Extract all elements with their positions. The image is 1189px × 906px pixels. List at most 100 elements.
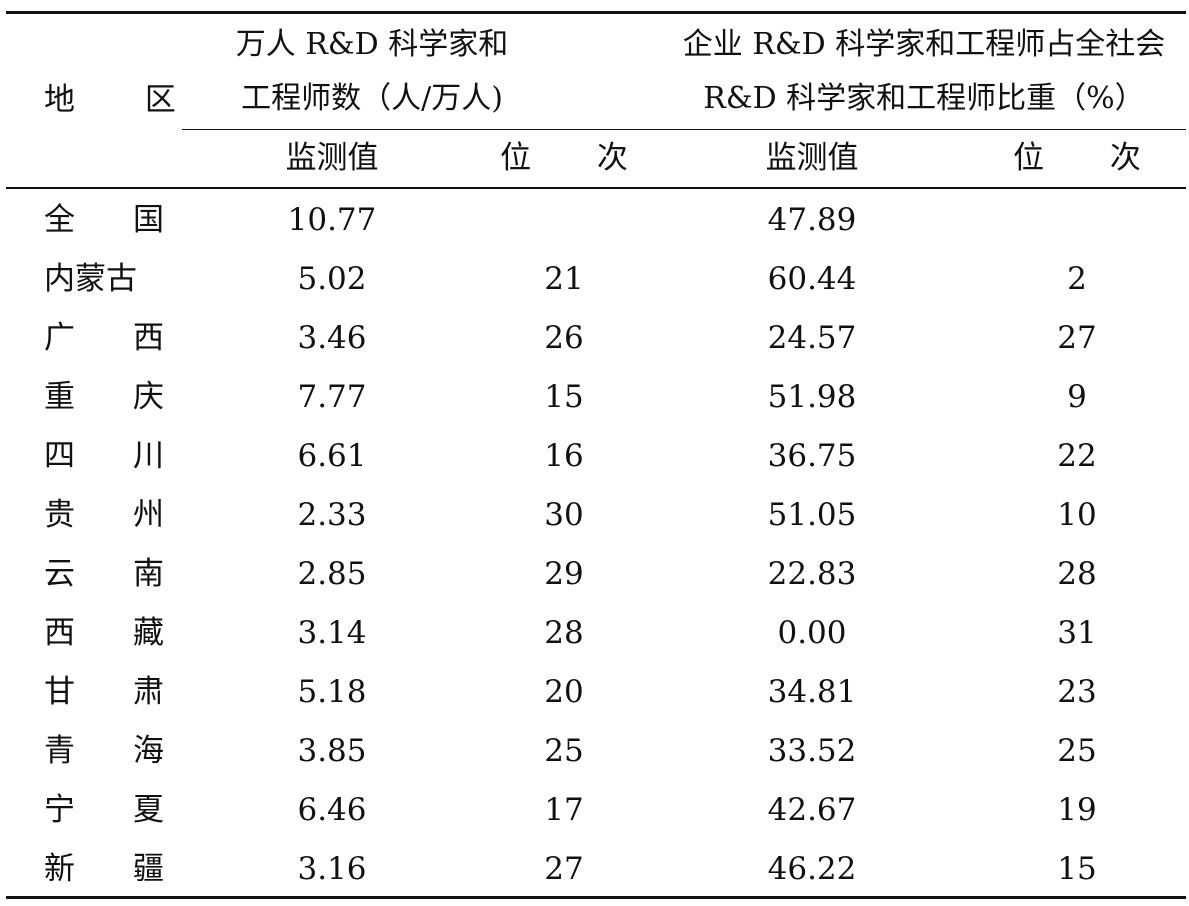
table-row: 云 南 2.85 29 22.83 28 — [6, 545, 1186, 604]
header-group-per-10k: 万人 R&D 科学家和 工程师数（人/万人) — [182, 14, 562, 129]
row-monitor-value-2: 22.83 — [767, 556, 857, 592]
row-monitor-value-2: 46.22 — [767, 851, 857, 887]
row-region-part-a: 云 — [44, 556, 75, 592]
row-monitor-value-1: 3.46 — [297, 320, 367, 356]
row-monitor-value-1: 5.02 — [297, 261, 367, 297]
row-monitor-value-2: 47.89 — [767, 202, 857, 238]
row-region-part-a: 全 — [44, 202, 75, 238]
row-rank-1: 26 — [544, 320, 584, 356]
row-rank-2: 15 — [1057, 851, 1097, 887]
row-monitor-value-2: 24.57 — [767, 320, 857, 356]
row-region: 甘肃 — [44, 663, 164, 722]
table-row: 全国 10.77 47.89 — [6, 191, 1186, 250]
header-group-per-10k-line2: 工程师数（人/万人) — [241, 80, 503, 116]
header-rank-2: 位 次 — [1013, 140, 1169, 176]
row-region-part-b: 川 — [133, 438, 164, 474]
row-rank-1: 28 — [544, 615, 584, 651]
row-region: 宁夏 — [44, 781, 164, 840]
table-bottom-rule — [6, 896, 1186, 899]
row-rank-2: 2 — [1067, 261, 1087, 297]
row-rank-2 — [977, 191, 1177, 250]
header-group-enterprise-share: 企业 R&D 科学家和工程师占全社会 R&D 科学家和工程师比重（%） — [662, 14, 1186, 129]
row-region-part-a: 贵 — [44, 497, 75, 533]
table-row: 宁夏 6.46 17 42.67 19 — [6, 781, 1186, 840]
table-subheader-rule — [182, 129, 1186, 130]
row-monitor-value-2: 0.00 — [777, 615, 847, 651]
row-region-part-a: 四 — [44, 438, 75, 474]
row-region-part-a: 新 — [44, 851, 75, 887]
row-rank-1 — [464, 191, 664, 250]
rd-scientists-table: 地 区 万人 R&D 科学家和 工程师数（人/万人) 企业 R&D 科学家和工程… — [6, 0, 1186, 906]
table-row: 青海 3.85 25 33.52 25 — [6, 722, 1186, 781]
row-region-part-a: 内蒙古 — [44, 261, 137, 297]
row-region: 内蒙古 — [44, 250, 164, 309]
table-row: 贵州 2.33 30 51.05 10 — [6, 486, 1186, 545]
row-region-part-b: 肃 — [133, 674, 164, 710]
row-monitor-value-2: 34.81 — [767, 674, 857, 710]
row-monitor-value-1: 7.77 — [297, 379, 367, 415]
row-rank-1: 29 — [544, 556, 584, 592]
row-region-part-a: 宁 — [44, 792, 75, 828]
row-region-part-b: 国 — [133, 202, 164, 238]
row-region: 新疆 — [44, 840, 164, 899]
row-region: 全国 — [44, 191, 164, 250]
row-monitor-value-2: 51.98 — [767, 379, 857, 415]
row-rank-1: 27 — [544, 851, 584, 887]
header-monitor-value-2: 监测值 — [765, 140, 859, 176]
row-rank-2: 25 — [1057, 733, 1097, 769]
table-row: 新疆 3.16 27 46.22 15 — [6, 840, 1186, 899]
table-top-rule — [6, 11, 1186, 14]
row-region: 四川 — [44, 427, 164, 486]
row-monitor-value-1: 6.61 — [297, 438, 367, 474]
table-header-rule — [6, 187, 1186, 189]
row-rank-2: 23 — [1057, 674, 1097, 710]
row-monitor-value-1: 5.18 — [297, 674, 367, 710]
row-monitor-value-2: 60.44 — [767, 261, 857, 297]
table-row: 内蒙古 5.02 21 60.44 2 — [6, 250, 1186, 309]
row-region-part-a: 甘 — [44, 674, 75, 710]
row-rank-2: 27 — [1057, 320, 1097, 356]
row-rank-1: 16 — [544, 438, 584, 474]
row-region: 贵州 — [44, 486, 164, 545]
row-region-part-b: 南 — [133, 556, 164, 592]
row-monitor-value-1: 2.33 — [297, 497, 367, 533]
row-monitor-value-1: 6.46 — [297, 792, 367, 828]
row-rank-2: 22 — [1057, 438, 1097, 474]
row-rank-2: 28 — [1057, 556, 1097, 592]
row-region-part-a: 广 — [44, 320, 75, 356]
table-row: 甘肃 5.18 20 34.81 23 — [6, 663, 1186, 722]
table-row: 西藏 3.14 28 0.00 31 — [6, 604, 1186, 663]
row-monitor-value-2: 33.52 — [767, 733, 857, 769]
row-region: 广西 — [44, 309, 164, 368]
row-region-part-a: 西 — [44, 615, 75, 651]
header-region: 地 区 — [44, 82, 206, 118]
header-group-enterprise-share-line2: R&D 科学家和工程师比重（%） — [703, 80, 1145, 116]
table-row: 重庆 7.77 15 51.98 9 — [6, 368, 1186, 427]
row-rank-1: 30 — [544, 497, 584, 533]
header-rank-1: 位 次 — [500, 140, 656, 176]
row-region-part-b: 夏 — [133, 792, 164, 828]
table-row: 四川 6.61 16 36.75 22 — [6, 427, 1186, 486]
row-rank-2: 19 — [1057, 792, 1097, 828]
row-region-part-b: 藏 — [133, 615, 164, 651]
row-monitor-value-1: 3.85 — [297, 733, 367, 769]
row-rank-2: 31 — [1057, 615, 1097, 651]
row-monitor-value-2: 36.75 — [767, 438, 857, 474]
row-monitor-value-1: 3.14 — [297, 615, 367, 651]
row-region-part-b: 州 — [133, 497, 164, 533]
header-group-per-10k-line1: 万人 R&D 科学家和 — [235, 26, 509, 62]
table-row: 广西 3.46 26 24.57 27 — [6, 309, 1186, 368]
row-region-part-b: 庆 — [133, 379, 164, 415]
row-region: 重庆 — [44, 368, 164, 427]
row-region: 青海 — [44, 722, 164, 781]
row-monitor-value-1: 10.77 — [287, 202, 377, 238]
row-rank-1: 17 — [544, 792, 584, 828]
row-rank-1: 15 — [544, 379, 584, 415]
row-region: 西藏 — [44, 604, 164, 663]
row-monitor-value-2: 51.05 — [767, 497, 857, 533]
row-rank-1: 25 — [544, 733, 584, 769]
row-monitor-value-1: 2.85 — [297, 556, 367, 592]
row-region-part-a: 重 — [44, 379, 75, 415]
row-rank-2: 10 — [1057, 497, 1097, 533]
row-rank-2: 9 — [1067, 379, 1087, 415]
